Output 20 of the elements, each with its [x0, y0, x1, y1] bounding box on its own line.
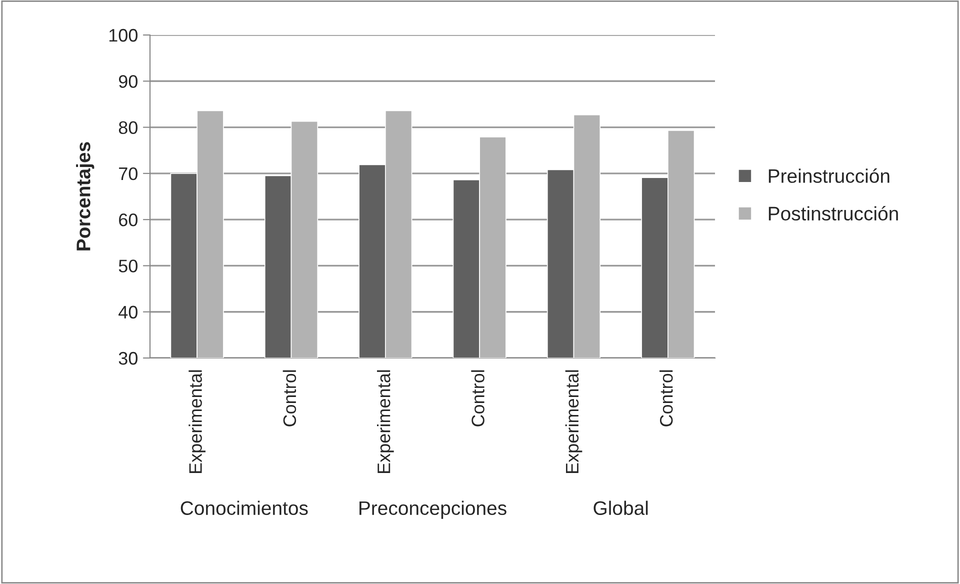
- y-tick-label: 30: [118, 352, 138, 365]
- y-tick-label: 100: [109, 28, 138, 42]
- legend-label: Preinstrucción: [768, 168, 890, 183]
- x-tick-label: Experimental: [188, 370, 206, 473]
- x-tick-label: Experimental: [565, 370, 582, 473]
- y-tick-label: 90: [118, 75, 138, 88]
- text: Global: [594, 500, 648, 516]
- x-tick-label: Control: [660, 370, 673, 426]
- text: Preconcepciones: [360, 500, 506, 519]
- legend-label: Postinstrucción: [768, 206, 898, 221]
- y-tick-label: 80: [118, 121, 138, 134]
- y-tick-label: 70: [119, 167, 138, 180]
- x-tick-label: Control: [282, 370, 296, 426]
- y-tick-label: 50: [118, 260, 138, 272]
- x-tick-label: Experimental: [377, 370, 394, 473]
- y-tick-label: 60: [119, 214, 138, 226]
- text: Conocimientos: [180, 500, 308, 516]
- x-tick-label: Control: [471, 370, 484, 426]
- y-axis-title: Porcentajes: [76, 142, 94, 250]
- y-tick-label: 40: [118, 306, 138, 319]
